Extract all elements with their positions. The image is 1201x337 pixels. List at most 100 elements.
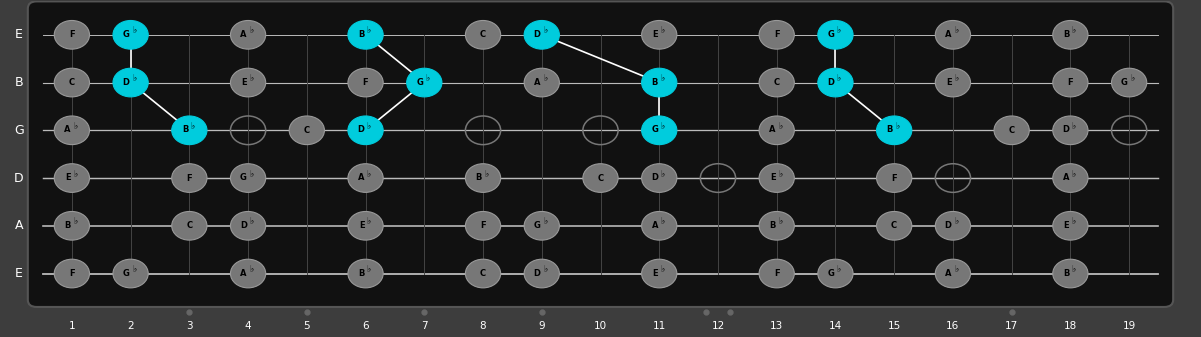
Text: 13: 13: [770, 321, 783, 331]
Text: ♭: ♭: [132, 74, 136, 83]
Circle shape: [936, 21, 970, 49]
Text: E: E: [16, 267, 23, 280]
Text: ♭: ♭: [132, 27, 136, 35]
Circle shape: [1053, 68, 1088, 97]
Circle shape: [348, 21, 383, 49]
Circle shape: [466, 21, 501, 49]
Text: D: D: [533, 269, 540, 278]
Text: D: D: [945, 221, 951, 230]
Circle shape: [818, 259, 853, 288]
Text: 14: 14: [829, 321, 842, 331]
Text: ♭: ♭: [543, 217, 548, 226]
Circle shape: [407, 68, 442, 97]
Text: ♭: ♭: [778, 122, 782, 131]
Text: B: B: [358, 269, 364, 278]
Text: ♭: ♭: [1071, 122, 1076, 131]
Text: E: E: [652, 30, 658, 39]
Text: ♭: ♭: [778, 217, 782, 226]
Circle shape: [231, 164, 265, 192]
Circle shape: [641, 259, 677, 288]
Text: A: A: [14, 219, 23, 232]
Text: ♭: ♭: [250, 217, 253, 226]
Text: ♭: ♭: [250, 170, 253, 179]
Text: 19: 19: [1123, 321, 1136, 331]
Text: B: B: [476, 173, 482, 182]
Circle shape: [1053, 259, 1088, 288]
Text: ♭: ♭: [1071, 27, 1076, 35]
Text: G: G: [123, 269, 130, 278]
Text: G: G: [827, 269, 835, 278]
Text: 2: 2: [127, 321, 135, 331]
Circle shape: [759, 68, 794, 97]
Circle shape: [582, 164, 619, 192]
Text: ♭: ♭: [366, 170, 371, 179]
Text: B: B: [652, 78, 658, 87]
Circle shape: [524, 21, 560, 49]
Text: ♭: ♭: [661, 122, 664, 131]
Text: 3: 3: [186, 321, 192, 331]
Text: B: B: [14, 76, 23, 89]
Text: ♭: ♭: [661, 265, 664, 274]
Text: C: C: [480, 269, 486, 278]
Text: C: C: [1009, 126, 1015, 135]
Text: ♭: ♭: [1071, 265, 1076, 274]
Circle shape: [994, 116, 1029, 145]
Circle shape: [54, 212, 90, 240]
Text: D: D: [240, 221, 247, 230]
Text: A: A: [240, 30, 247, 39]
Circle shape: [759, 116, 794, 145]
Text: 11: 11: [652, 321, 665, 331]
Text: E: E: [946, 78, 951, 87]
Text: F: F: [773, 269, 779, 278]
Text: ♭: ♭: [896, 122, 900, 131]
Circle shape: [1111, 68, 1147, 97]
Circle shape: [348, 212, 383, 240]
Circle shape: [641, 21, 677, 49]
Circle shape: [172, 116, 207, 145]
Circle shape: [818, 68, 853, 97]
Circle shape: [641, 68, 677, 97]
Circle shape: [641, 164, 677, 192]
Circle shape: [1053, 212, 1088, 240]
Text: ♭: ♭: [837, 74, 841, 83]
Text: F: F: [480, 221, 486, 230]
Text: 16: 16: [946, 321, 960, 331]
Circle shape: [936, 212, 970, 240]
Circle shape: [877, 116, 912, 145]
Text: ♭: ♭: [543, 265, 548, 274]
Text: B: B: [1063, 30, 1069, 39]
Text: ♭: ♭: [954, 217, 958, 226]
Circle shape: [231, 21, 265, 49]
Text: A: A: [358, 173, 364, 182]
Text: G: G: [240, 173, 247, 182]
Text: ♭: ♭: [661, 217, 664, 226]
Text: ♭: ♭: [73, 170, 77, 179]
Text: E: E: [16, 28, 23, 41]
Text: ♭: ♭: [1071, 170, 1076, 179]
Text: ♭: ♭: [73, 122, 77, 131]
Text: ♭: ♭: [366, 217, 371, 226]
Text: ♭: ♭: [250, 265, 253, 274]
Text: F: F: [70, 30, 74, 39]
Text: 12: 12: [711, 321, 724, 331]
Text: C: C: [891, 221, 897, 230]
Text: G: G: [1121, 78, 1128, 87]
Text: ♭: ♭: [954, 27, 958, 35]
Circle shape: [524, 212, 560, 240]
Text: D: D: [1062, 125, 1069, 134]
Circle shape: [54, 164, 90, 192]
Circle shape: [936, 259, 970, 288]
Text: A: A: [64, 125, 71, 134]
Text: 9: 9: [538, 321, 545, 331]
Text: F: F: [186, 174, 192, 183]
Circle shape: [466, 212, 501, 240]
Circle shape: [231, 68, 265, 97]
Circle shape: [877, 212, 912, 240]
Text: A: A: [945, 30, 951, 39]
Text: A: A: [240, 269, 247, 278]
Text: C: C: [597, 174, 604, 183]
Text: ♭: ♭: [484, 170, 489, 179]
Text: ♭: ♭: [73, 217, 77, 226]
Circle shape: [524, 68, 560, 97]
Text: D: D: [651, 173, 658, 182]
